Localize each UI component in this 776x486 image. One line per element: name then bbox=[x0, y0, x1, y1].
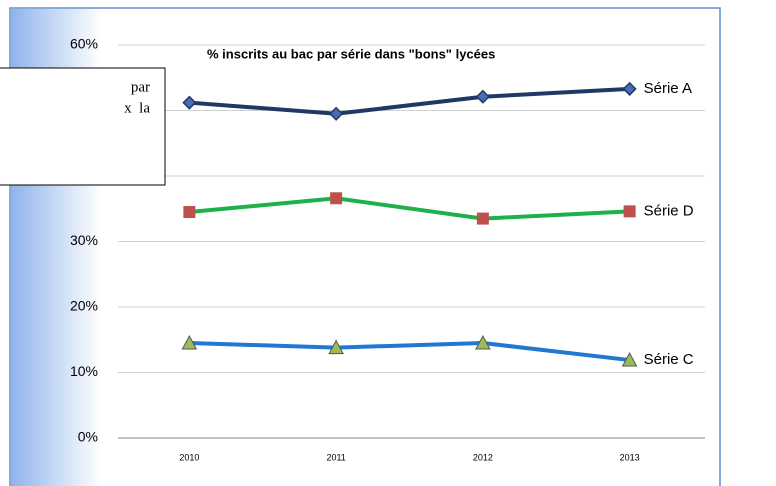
x-tick-label: 2013 bbox=[620, 452, 640, 462]
y-tick-label: 0% bbox=[78, 429, 98, 445]
series-line bbox=[189, 86, 630, 116]
marker bbox=[330, 192, 343, 205]
chart-title: % inscrits au bac par série dans "bons" … bbox=[207, 46, 495, 61]
marker bbox=[475, 89, 490, 104]
overlay-text: par bbox=[131, 79, 150, 95]
marker bbox=[622, 81, 637, 96]
y-tick-label: 20% bbox=[70, 298, 98, 314]
x-tick-label: 2011 bbox=[326, 452, 345, 462]
marker bbox=[182, 95, 197, 110]
overlay-text: x la bbox=[124, 100, 150, 116]
series-label: Série C bbox=[644, 351, 694, 368]
y-tick-label: 30% bbox=[70, 232, 98, 248]
overlay-box: par x la bbox=[0, 67, 166, 186]
series-label: Série A bbox=[644, 80, 692, 97]
marker bbox=[475, 334, 491, 350]
marker bbox=[328, 339, 344, 355]
marker bbox=[329, 106, 344, 121]
series-line bbox=[189, 341, 630, 363]
series-line bbox=[189, 196, 630, 221]
marker bbox=[621, 352, 638, 367]
y-tick-label: 60% bbox=[70, 36, 98, 52]
marker bbox=[181, 334, 198, 350]
series-label: Série D bbox=[644, 202, 694, 219]
marker bbox=[183, 206, 196, 219]
marker bbox=[476, 212, 489, 225]
x-tick-label: 2010 bbox=[179, 452, 199, 462]
y-tick-label: 10% bbox=[70, 363, 98, 379]
marker bbox=[623, 205, 636, 218]
overlay-rect bbox=[0, 67, 166, 186]
x-tick-label: 2012 bbox=[473, 452, 493, 462]
